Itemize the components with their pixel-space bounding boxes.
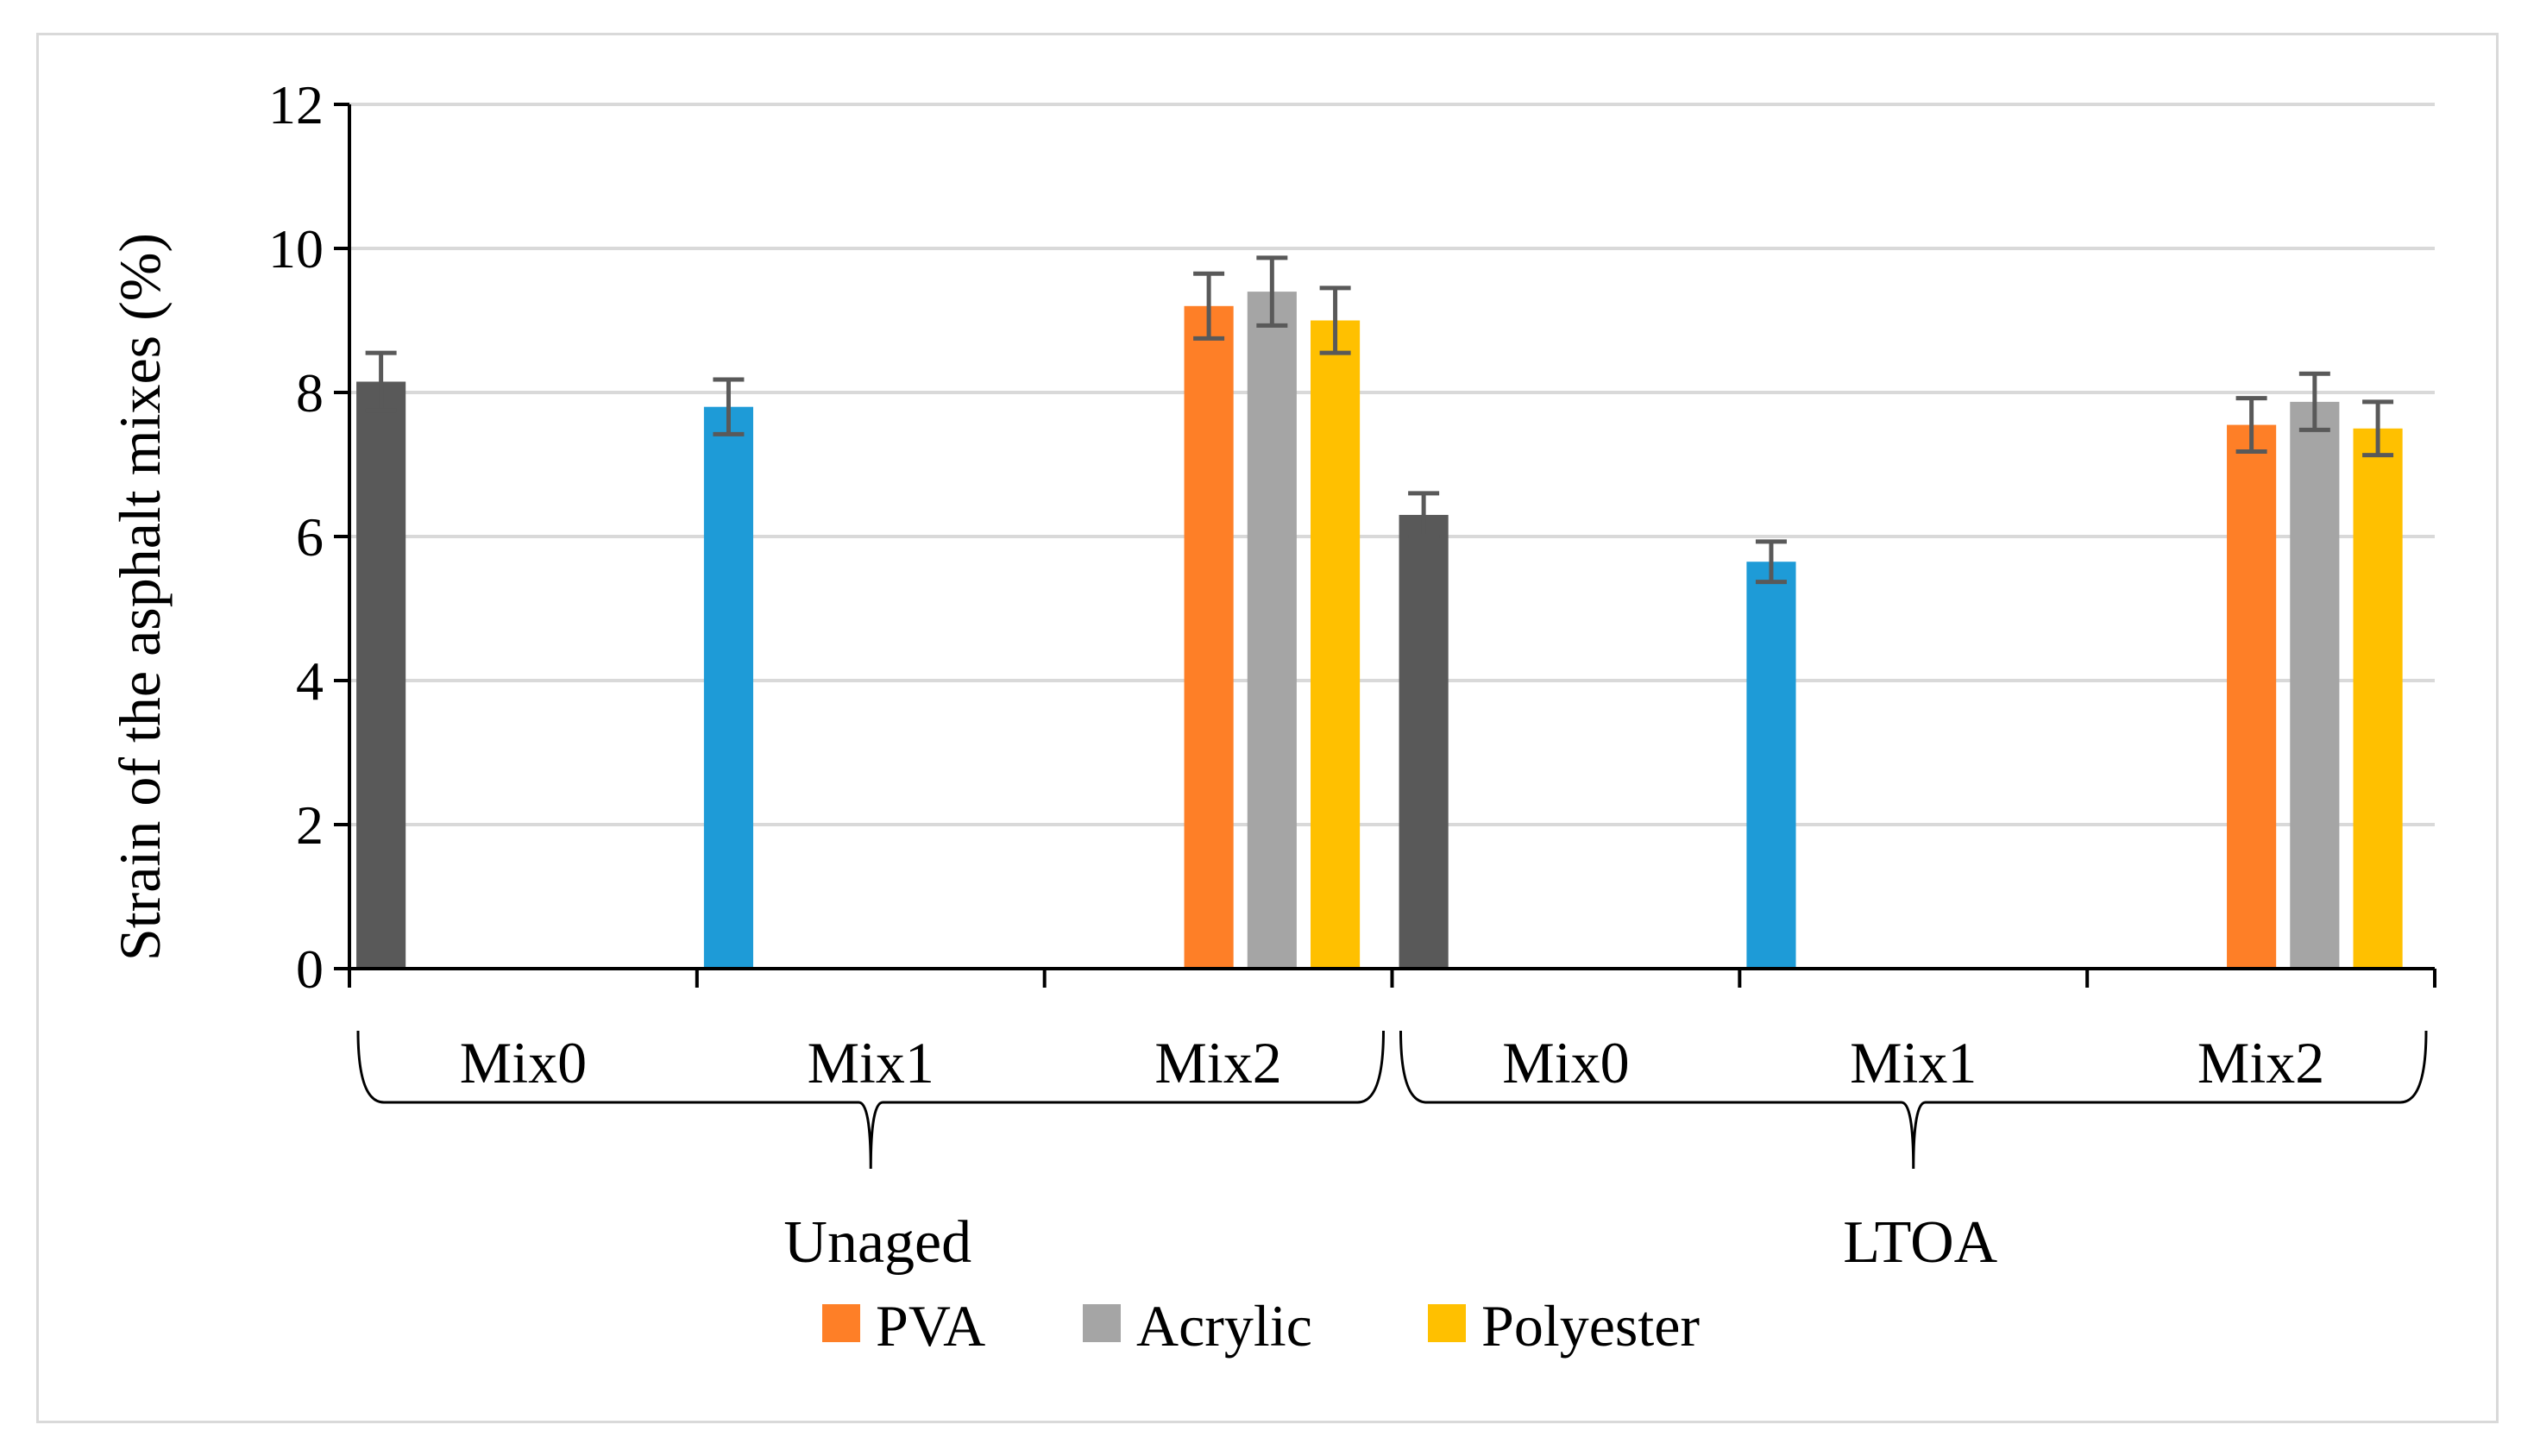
x-tick-label: Mix0 [1502, 1030, 1629, 1095]
gridlines [349, 103, 2435, 826]
x-tick-label: Mix2 [1154, 1030, 1281, 1095]
y-tick-label: 8 [296, 362, 324, 424]
group-brace [356, 1030, 1385, 1170]
bar [2353, 428, 2403, 969]
x-tick-label: Mix2 [2197, 1030, 2324, 1095]
y-tick-label: 0 [296, 938, 324, 1000]
bar [356, 381, 406, 970]
legend-label: Polyester [1481, 1293, 1700, 1359]
group-label: LTOA [1843, 1209, 1997, 1276]
x-tick-label: Mix1 [1850, 1030, 1977, 1095]
legend: PVA Acrylic Polyester [822, 1293, 1700, 1359]
legend-swatch [1083, 1304, 1121, 1342]
y-tick-label: 6 [296, 506, 324, 568]
bar [1247, 292, 1297, 970]
bar [703, 406, 754, 969]
bars [356, 292, 2403, 970]
bar [2290, 401, 2340, 970]
legend-label: PVA [876, 1293, 985, 1359]
axes [334, 103, 2436, 988]
y-tick-label: 10 [268, 218, 324, 279]
x-tick-label: Mix1 [808, 1030, 934, 1095]
y-tick-label: 2 [296, 794, 324, 856]
category-labels: 0 2 4 6 8 10 12 Mix0 Mix1 Mix2 Mix0 Mix1 Mix2 Unaged L… [268, 74, 2428, 1276]
error-bars [365, 255, 2394, 585]
legend-swatch [1428, 1304, 1466, 1342]
y-tick-label: 12 [268, 74, 324, 135]
group-brace [1399, 1030, 2428, 1170]
bar [1746, 562, 1796, 969]
y-axis-label: Strain of the asphalt mixes (%) [107, 233, 173, 961]
group-label: Unaged [783, 1209, 971, 1276]
bar [1184, 305, 1234, 969]
x-tick-label: Mix0 [460, 1030, 587, 1095]
bar [2227, 424, 2277, 969]
legend-label: Acrylic [1136, 1293, 1312, 1359]
bar [1311, 320, 1361, 969]
bar [1399, 514, 1449, 969]
y-tick-label: 4 [296, 650, 324, 712]
legend-swatch [822, 1304, 860, 1342]
